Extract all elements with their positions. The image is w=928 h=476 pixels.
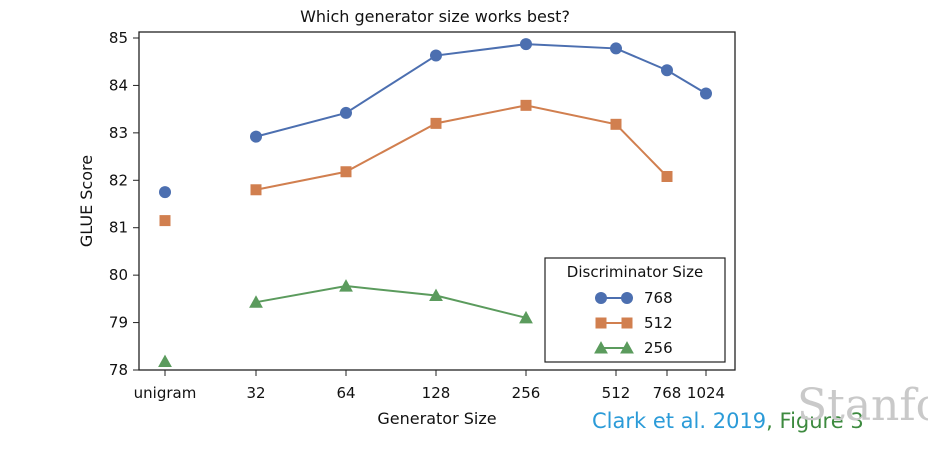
y-tick-label: 84 — [109, 76, 128, 94]
y-tick-label: 79 — [109, 314, 128, 332]
data-point — [340, 166, 352, 178]
legend-title: Discriminator Size — [567, 263, 703, 281]
data-point — [250, 184, 262, 196]
stanford-watermark: Stanford — [797, 380, 928, 431]
series-line — [255, 104, 668, 191]
x-tick-label: unigram — [134, 384, 197, 402]
data-point — [621, 317, 633, 329]
data-point — [520, 99, 532, 111]
data-point — [430, 117, 442, 129]
legend: Discriminator Size 768 512 256 — [544, 257, 726, 363]
citation: Clark et al. 2019, Figure 3 — [592, 409, 864, 433]
series-768 — [159, 38, 712, 199]
legend-box — [544, 257, 726, 363]
data-point — [519, 310, 533, 324]
data-point — [595, 292, 607, 304]
x-tick-label: 64 — [336, 384, 355, 402]
data-point — [700, 87, 712, 100]
y-axis-label: GLUE Score — [77, 155, 96, 247]
data-point — [610, 118, 622, 130]
y-tick-label: 82 — [109, 171, 128, 189]
series-layer — [158, 38, 712, 367]
series-256 — [158, 279, 533, 367]
data-point — [159, 215, 171, 227]
legend-label: 768 — [644, 289, 673, 307]
citation-separator: , — [766, 409, 773, 433]
data-point — [158, 354, 172, 367]
data-point — [595, 317, 607, 329]
series-line — [255, 285, 527, 319]
y-tick-label: 81 — [109, 219, 128, 237]
legend-label: 256 — [644, 339, 673, 357]
y-tick-label: 85 — [109, 29, 128, 47]
data-point — [620, 341, 634, 354]
chart-title: Which generator size works best? — [300, 7, 570, 26]
legend-entry: 256 — [594, 339, 673, 357]
y-tick-label: 78 — [109, 361, 128, 379]
data-point — [249, 295, 263, 308]
series-512 — [159, 99, 673, 227]
x-tick-label: 1024 — [687, 384, 725, 402]
citation-authors: Clark et al. 2019 — [592, 409, 767, 433]
legend-label: 512 — [644, 314, 673, 332]
data-point — [661, 64, 673, 77]
data-point — [339, 279, 353, 292]
data-point — [250, 130, 262, 143]
legend-entries: 768 512 256 — [594, 289, 673, 357]
x-tick-label: 128 — [422, 384, 451, 402]
data-point — [661, 170, 673, 182]
data-point — [610, 42, 622, 55]
data-point — [430, 49, 442, 62]
plot-frame — [138, 31, 736, 371]
legend-entry: 512 — [595, 314, 673, 332]
data-point — [159, 186, 171, 199]
data-point — [520, 38, 532, 51]
x-tick-label: 256 — [512, 384, 541, 402]
data-point — [594, 341, 608, 354]
x-axis: unigram 32 64 128 256 512 768 1024 — [134, 370, 725, 402]
data-point — [429, 288, 443, 302]
citation-figure: Figure 3 — [772, 409, 864, 433]
y-tick-label: 83 — [109, 124, 128, 142]
data-point — [621, 292, 633, 304]
y-axis: 78 79 80 81 82 83 84 85 — [109, 29, 139, 379]
x-tick-label: 32 — [246, 384, 265, 402]
legend-entry: 768 — [595, 289, 673, 307]
x-axis-label: Generator Size — [377, 409, 496, 428]
data-point — [340, 106, 352, 119]
series-line — [255, 43, 707, 138]
x-tick-label: 512 — [602, 384, 631, 402]
y-tick-label: 80 — [109, 266, 128, 284]
x-tick-label: 768 — [653, 384, 682, 402]
